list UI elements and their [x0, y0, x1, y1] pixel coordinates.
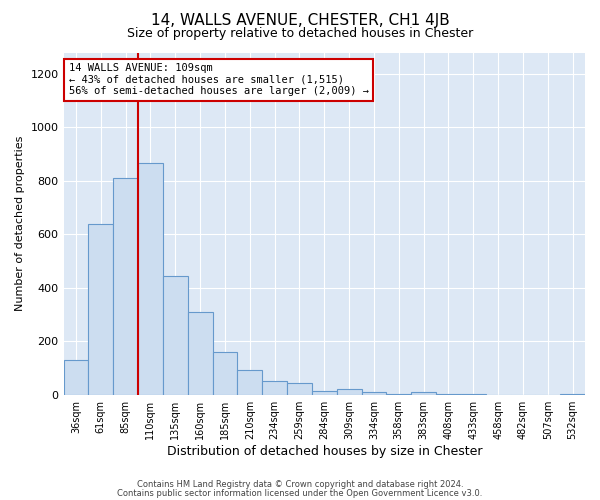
Bar [163, 276, 188, 394]
Bar [138, 164, 163, 394]
Y-axis label: Number of detached properties: Number of detached properties [15, 136, 25, 312]
Text: Contains HM Land Registry data © Crown copyright and database right 2024.: Contains HM Land Registry data © Crown c… [137, 480, 463, 489]
Bar [238, 370, 262, 394]
X-axis label: Distribution of detached houses by size in Chester: Distribution of detached houses by size … [167, 444, 482, 458]
Bar [411, 392, 436, 394]
Text: Size of property relative to detached houses in Chester: Size of property relative to detached ho… [127, 28, 473, 40]
Text: 14 WALLS AVENUE: 109sqm
← 43% of detached houses are smaller (1,515)
56% of semi: 14 WALLS AVENUE: 109sqm ← 43% of detache… [68, 63, 368, 96]
Bar [262, 381, 287, 394]
Bar [312, 390, 337, 394]
Bar [212, 352, 238, 395]
Bar [362, 392, 386, 394]
Bar [287, 382, 312, 394]
Bar [337, 389, 362, 394]
Text: 14, WALLS AVENUE, CHESTER, CH1 4JB: 14, WALLS AVENUE, CHESTER, CH1 4JB [151, 12, 449, 28]
Bar [64, 360, 88, 394]
Text: Contains public sector information licensed under the Open Government Licence v3: Contains public sector information licen… [118, 488, 482, 498]
Bar [188, 312, 212, 394]
Bar [113, 178, 138, 394]
Bar [88, 224, 113, 394]
